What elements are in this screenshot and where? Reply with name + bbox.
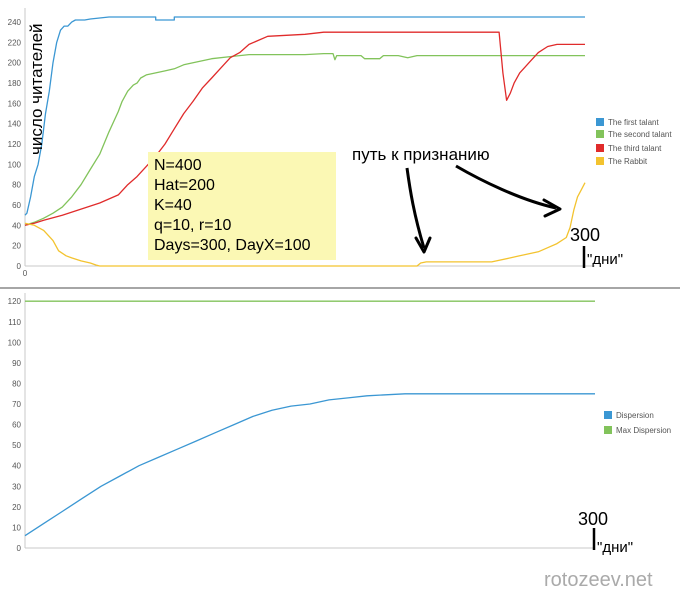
watermark: rotozeev.net bbox=[544, 569, 653, 590]
chart1-y-tick-label: 140 bbox=[8, 120, 22, 129]
legend-item-dispersion: Dispersion bbox=[604, 411, 654, 420]
chart2-y-tick-label: 70 bbox=[12, 400, 21, 409]
legend-label-rabbit: The Rabbit bbox=[608, 157, 648, 166]
arrow-right-shaft bbox=[455, 164, 557, 210]
param-line-n: N=400 bbox=[154, 157, 202, 174]
chart1-y-tick-label: 60 bbox=[12, 201, 21, 210]
series-line-the-third-talant bbox=[24, 31, 585, 226]
chart1-y-tick-label: 200 bbox=[8, 59, 22, 68]
chart2-y-tick-label: 0 bbox=[17, 544, 22, 553]
chart1-y-tick-label: 120 bbox=[8, 140, 22, 149]
chart2-y-tick-label: 110 bbox=[8, 318, 21, 327]
chart1-series-lines bbox=[24, 16, 586, 267]
legend-swatch-second-talant bbox=[596, 130, 604, 138]
series-line-the-first-talant bbox=[24, 16, 585, 216]
chart2-y-tick-label: 60 bbox=[12, 421, 21, 430]
chart1-y-tick-label: 100 bbox=[8, 160, 22, 169]
chart1-y-tick-label: 20 bbox=[12, 242, 21, 251]
legend-label-max-dispersion: Max Dispersion bbox=[616, 426, 671, 435]
param-line-qr: q=10, r=10 bbox=[154, 217, 232, 234]
handwritten-y-label: число читателей bbox=[27, 23, 46, 155]
chart2-y-tick-label: 80 bbox=[12, 379, 21, 388]
legend-swatch-third-talant bbox=[596, 144, 604, 152]
legend-item-first-talant: The first talant bbox=[596, 118, 659, 127]
chart2-legend: Dispersion Max Dispersion bbox=[604, 411, 671, 435]
chart1-x-ticks: 0 bbox=[23, 269, 28, 278]
legend-item-rabbit: The Rabbit bbox=[596, 157, 648, 166]
legend-swatch-rabbit bbox=[596, 157, 604, 165]
chart1-y-tick-label: 0 bbox=[17, 262, 22, 271]
chart1-y-tick-label: 80 bbox=[12, 181, 21, 190]
chart2-y-tick-label: 50 bbox=[12, 441, 21, 450]
chart1-x-tick-label: 0 bbox=[23, 269, 28, 278]
chart1-day-number: 300 bbox=[570, 225, 600, 245]
chart2-y-tick-label: 90 bbox=[12, 359, 21, 368]
legend-label-dispersion: Dispersion bbox=[616, 411, 654, 420]
chart2-y-tick-label: 100 bbox=[8, 338, 22, 347]
chart1-legend: The first talant The second talant The t… bbox=[596, 118, 672, 166]
legend-label-second-talant: The second talant bbox=[608, 130, 672, 139]
chart1-day-label: "дни" bbox=[587, 251, 623, 268]
chart1-y-ticks: 0 20 40 60 80 100 120 140 160 180 200 220 240 bbox=[8, 18, 22, 271]
series-line-dispersion bbox=[24, 393, 595, 537]
param-line-days: Days=300, DayX=100 bbox=[154, 237, 311, 254]
chart2-y-tick-label: 40 bbox=[12, 462, 21, 471]
legend-label-third-talant: The third talant bbox=[608, 144, 662, 153]
params-box: N=400 Hat=200 K=40 q=10, r=10 Days=300, … bbox=[148, 152, 336, 260]
chart2-day-number: 300 bbox=[578, 509, 608, 529]
chart1-y-tick-label: 160 bbox=[8, 99, 22, 108]
chart2-y-ticks: 0 10 20 30 40 50 60 70 80 90 100 110 120 bbox=[8, 297, 22, 553]
legend-item-second-talant: The second talant bbox=[596, 130, 672, 139]
arrow-down-shaft bbox=[405, 167, 426, 249]
chart2-series-lines bbox=[24, 300, 595, 537]
arrow-right-head-icon bbox=[542, 198, 562, 218]
legend-swatch-first-talant bbox=[596, 118, 604, 126]
chart1-y-tick-label: 40 bbox=[12, 221, 21, 230]
legend-label-first-talant: The first talant bbox=[608, 118, 659, 127]
param-line-hat: Hat=200 bbox=[154, 177, 215, 194]
legend-item-third-talant: The third talant bbox=[596, 144, 662, 153]
path-to-recognition-label: путь к признанию bbox=[352, 145, 490, 164]
chart1-y-tick-label: 220 bbox=[8, 38, 22, 47]
params-box-bg bbox=[148, 152, 336, 260]
chart2-y-tick-label: 20 bbox=[12, 503, 21, 512]
arrow-down-head-icon bbox=[414, 236, 432, 254]
chart2-y-tick-label: 30 bbox=[12, 482, 21, 491]
legend-swatch-max-dispersion bbox=[604, 426, 612, 434]
legend-item-max-dispersion: Max Dispersion bbox=[604, 426, 671, 435]
chart1-y-tick-label: 180 bbox=[8, 79, 22, 88]
series-line-the-rabbit bbox=[24, 182, 586, 267]
series-line-the-second-talant bbox=[24, 52, 585, 226]
chart1-y-tick-label: 240 bbox=[8, 18, 22, 27]
chart2-day-label: "дни" bbox=[597, 539, 633, 556]
readers-chart: 0 20 40 60 80 100 120 140 160 180 200 220 240 0 bbox=[8, 8, 595, 278]
param-line-k: K=40 bbox=[154, 197, 192, 214]
chart2-y-tick-label: 10 bbox=[12, 523, 21, 532]
legend-swatch-dispersion bbox=[604, 411, 612, 419]
chart2-y-tick-label: 120 bbox=[8, 297, 22, 306]
dispersion-chart: 0 10 20 30 40 50 60 70 80 90 100 110 120 bbox=[8, 293, 595, 553]
